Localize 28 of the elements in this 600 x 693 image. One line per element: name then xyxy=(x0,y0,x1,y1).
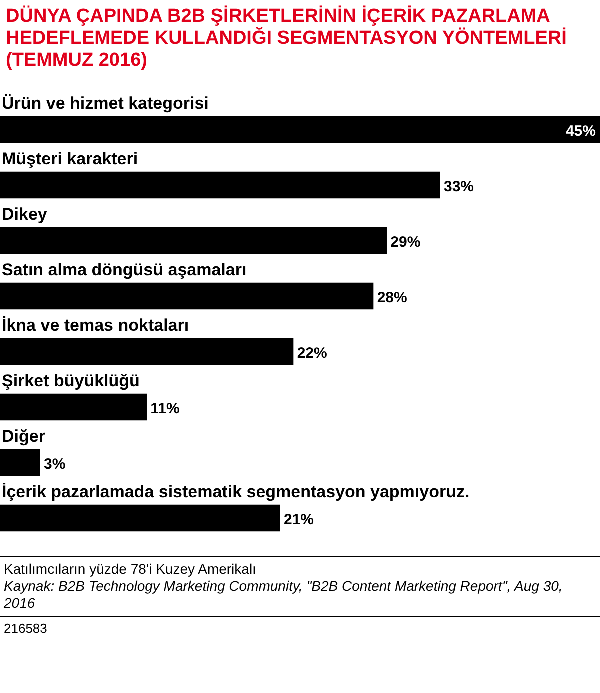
y-tick-label: Dikey xyxy=(2,204,48,224)
y-tick-label: Satın alma döngüsü aşamaları xyxy=(2,260,247,280)
data-label: 21% xyxy=(284,511,314,528)
data-label: 33% xyxy=(444,178,474,196)
text: 216583 xyxy=(4,621,48,636)
y-tick-label: Diğer xyxy=(2,426,46,446)
bar xyxy=(0,338,294,366)
chart-title: DÜNYA ÇAPINDA B2B ŞİRKETLERİNİN İÇERİK PAZARLAMA HEDEFLEMEDE KULLANDIĞI SEGMENTASYON YÖNTEMLERİ (TEMMUZ 2016) xyxy=(5,4,568,73)
bar xyxy=(0,282,374,310)
y-tick-label: Şirket büyüklüğü xyxy=(2,371,140,390)
bar xyxy=(0,449,40,476)
data-label: 3% xyxy=(44,456,66,473)
bar xyxy=(0,394,147,421)
bar xyxy=(0,116,600,144)
y-tick-label: Müşteri karakteri xyxy=(2,149,138,168)
y-tick-label: İçerik pazarlamada sistematik segmentasyon yapmıyoruz. xyxy=(2,482,470,502)
data-label: 28% xyxy=(377,289,408,306)
text: Kaynak: B2B Technology Marketing Community, "B2B Content Marketing Report", Aug 30, 2016 xyxy=(4,578,564,612)
data-label: 22% xyxy=(297,344,328,362)
data-label: 45% xyxy=(566,122,596,140)
bar xyxy=(0,172,440,199)
y-tick-label: Ürün ve hizmet kategorisi xyxy=(2,94,209,113)
bar xyxy=(0,504,280,532)
bar xyxy=(0,227,387,254)
text: Katılımcıların yüzde 78'i Kuzey Amerikalı xyxy=(4,561,258,578)
data-label: 29% xyxy=(390,234,421,251)
y-tick-label: İkna ve temas noktaları xyxy=(2,316,190,335)
data-label: 11% xyxy=(150,400,180,418)
